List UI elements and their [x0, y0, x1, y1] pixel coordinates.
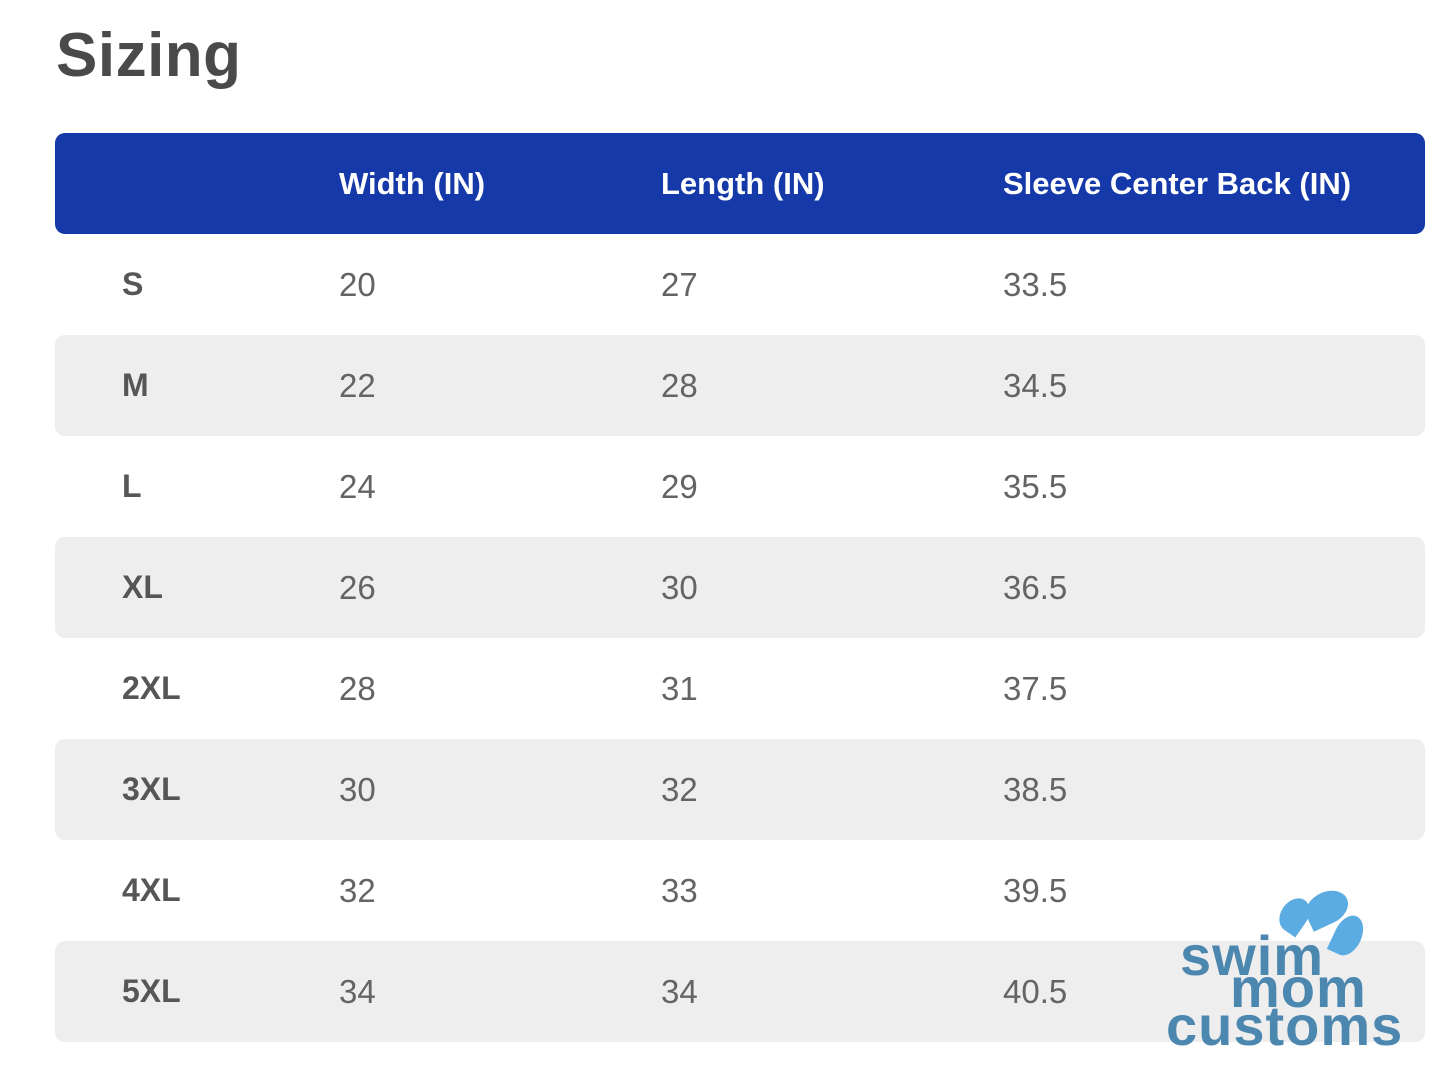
table-body: S 20 27 33.5 M 22 28 34.5 L 24 29 35.5 XL 26 30 36.5 2XL… — [55, 234, 1425, 1042]
sleeve-cell: 39.5 — [1003, 871, 1068, 909]
sleeve-cell: 40.5 — [1003, 972, 1068, 1010]
table-row: L 24 29 35.5 — [55, 436, 1425, 537]
size-cell: 5XL — [122, 973, 181, 1009]
size-cell: S — [122, 266, 144, 302]
length-cell: 34 — [661, 972, 698, 1010]
table-row: 2XL 28 31 37.5 — [55, 638, 1425, 739]
table-row: 3XL 30 32 38.5 — [55, 739, 1425, 840]
table-row: M 22 28 34.5 — [55, 335, 1425, 436]
width-cell: 26 — [339, 568, 376, 606]
page-title: Sizing — [56, 21, 242, 90]
length-cell: 27 — [661, 265, 698, 303]
length-cell: 30 — [661, 568, 698, 606]
table-row: XL 26 30 36.5 — [55, 537, 1425, 638]
length-cell: 32 — [661, 770, 698, 808]
width-cell: 24 — [339, 467, 376, 505]
length-cell: 28 — [661, 366, 698, 404]
sleeve-cell: 35.5 — [1003, 467, 1068, 505]
size-cell: M — [122, 367, 149, 403]
length-cell: 29 — [661, 467, 698, 505]
sleeve-cell: 37.5 — [1003, 669, 1068, 707]
length-cell: 33 — [661, 871, 698, 909]
length-cell: 31 — [661, 669, 698, 707]
size-cell: L — [122, 468, 142, 504]
length-column-header: Length (IN) — [661, 165, 825, 201]
width-column-header: Width (IN) — [339, 165, 486, 201]
width-cell: 30 — [339, 770, 376, 808]
table-row: 4XL 32 33 39.5 — [55, 840, 1425, 941]
width-cell: 34 — [339, 972, 376, 1010]
sleeve-column-header: Sleeve Center Back (IN) — [1003, 165, 1352, 201]
table-row: S 20 27 33.5 — [55, 234, 1425, 335]
sleeve-cell: 34.5 — [1003, 366, 1068, 404]
sizing-table: Width (IN) Length (IN) Sleeve Center Bac… — [55, 133, 1425, 1042]
width-cell: 20 — [339, 265, 376, 303]
table-header-row: Width (IN) Length (IN) Sleeve Center Bac… — [55, 133, 1425, 234]
sleeve-cell: 36.5 — [1003, 568, 1068, 606]
size-cell: XL — [122, 569, 163, 605]
size-cell: 4XL — [122, 872, 181, 908]
size-cell: 2XL — [122, 670, 181, 706]
width-cell: 32 — [339, 871, 376, 909]
width-cell: 28 — [339, 669, 376, 707]
width-cell: 22 — [339, 366, 376, 404]
sleeve-cell: 33.5 — [1003, 265, 1068, 303]
table-row: 5XL 34 34 40.5 — [55, 941, 1425, 1042]
size-cell: 3XL — [122, 771, 181, 807]
sleeve-cell: 38.5 — [1003, 770, 1068, 808]
